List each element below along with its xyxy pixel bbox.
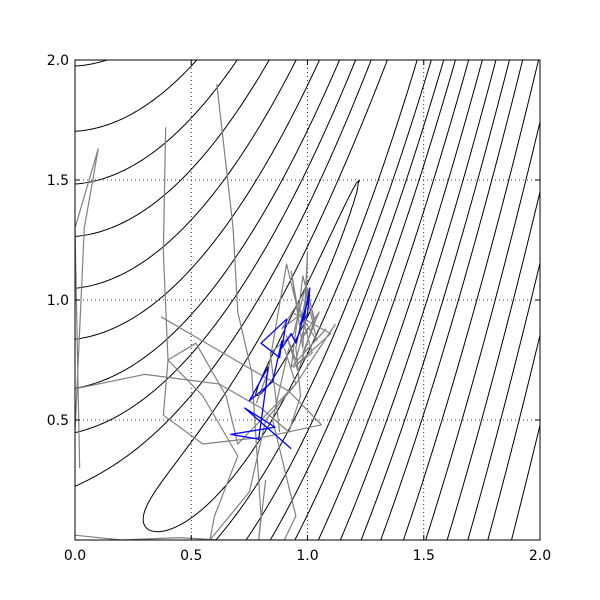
contour-line	[75, 60, 540, 540]
contour-line	[75, 60, 432, 540]
contour-line	[75, 60, 524, 540]
contour-line	[446, 189, 540, 540]
contour-line	[75, 60, 510, 540]
gray-series-line	[160, 316, 336, 445]
blue-series-line	[230, 287, 311, 450]
contour-line	[425, 119, 540, 540]
x-axis-tick-labels: 0.0 0.5 1.0 1.5 2.0	[64, 548, 551, 564]
x-tick-label: 0.5	[180, 548, 202, 564]
contour-line	[75, 60, 483, 540]
contour-line	[510, 422, 540, 540]
gray-series-line	[269, 287, 332, 433]
contour-line	[467, 260, 540, 540]
x-tick-label: 1.5	[413, 548, 435, 564]
y-tick-label: 0.5	[47, 413, 69, 429]
contour-line	[75, 60, 445, 540]
y-axis-tick-labels: 0.5 1.0 1.5 2.0	[47, 53, 69, 429]
x-tick-label: 1.0	[296, 548, 318, 564]
gray-series-line	[162, 127, 297, 540]
gray-series-line	[75, 148, 99, 469]
contour-line	[487, 332, 540, 540]
y-tick-label: 1.0	[47, 293, 69, 309]
x-tick-label: 0.0	[64, 548, 86, 564]
y-tick-label: 2.0	[47, 53, 69, 69]
y-tick-label: 1.5	[47, 173, 69, 189]
gray-series-line	[216, 83, 267, 540]
contour-line	[75, 60, 497, 540]
gray-series-line	[255, 251, 327, 404]
axis-ticks	[74, 59, 541, 540]
contour-line	[75, 60, 456, 540]
x-tick-label: 2.0	[529, 548, 551, 564]
contour-line	[75, 60, 470, 540]
